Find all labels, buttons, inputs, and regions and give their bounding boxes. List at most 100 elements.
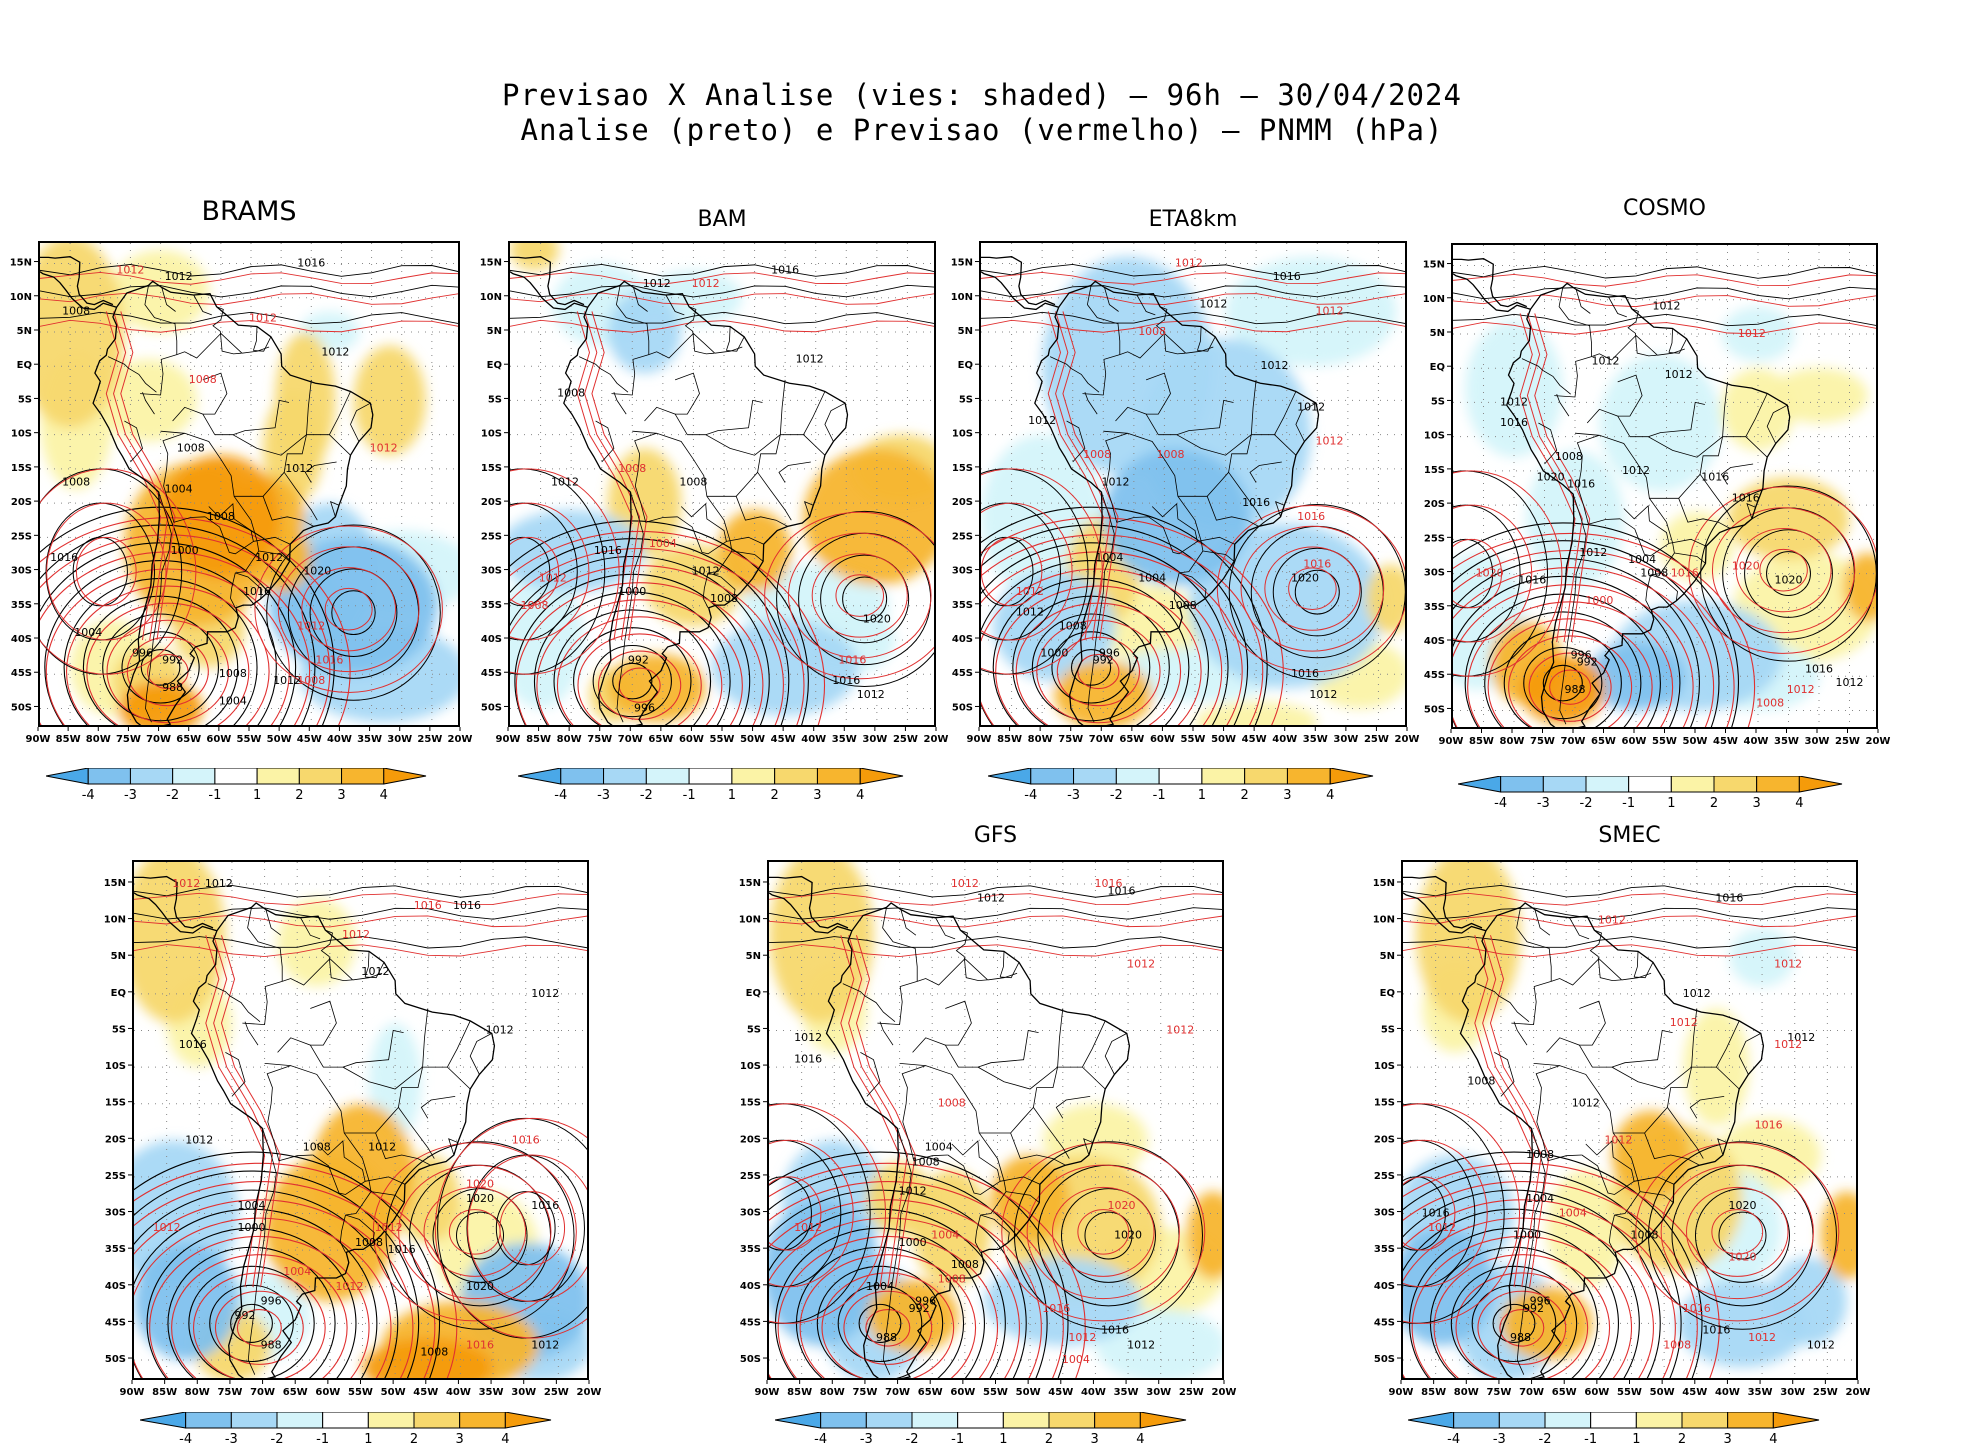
country-border bbox=[1177, 472, 1229, 497]
lon-label: 20W bbox=[1846, 1387, 1871, 1398]
contour-label: 1012 bbox=[1316, 304, 1344, 317]
lat-label: 10N bbox=[1373, 915, 1395, 926]
isobar-analysis bbox=[146, 1227, 357, 1378]
lon-label: 30W bbox=[1333, 734, 1358, 745]
country-border bbox=[1066, 420, 1086, 463]
contour-label: 1020 bbox=[1775, 573, 1803, 586]
colorbar-label: -1 bbox=[1153, 788, 1166, 803]
lat-label: 50S bbox=[1424, 704, 1445, 715]
colorbar-swatch bbox=[688, 768, 733, 785]
contour-label: 1008 bbox=[1083, 448, 1111, 461]
country-border bbox=[731, 550, 764, 562]
lon-label: 20W bbox=[1395, 734, 1420, 745]
colorbar-swatch bbox=[276, 1412, 324, 1429]
isobar-forecast bbox=[1062, 311, 1119, 641]
lon-label: 75W bbox=[587, 734, 612, 745]
country-border bbox=[1634, 962, 1654, 979]
country-border bbox=[161, 287, 176, 312]
lat-label: 45S bbox=[952, 668, 973, 679]
isobar-forecast bbox=[1453, 273, 1876, 287]
contour-label: 1000 bbox=[1040, 647, 1068, 660]
contour-labels: 1012101210121012101210161008101210161016… bbox=[1476, 300, 1864, 710]
isobar-analysis bbox=[72, 536, 128, 607]
lat-label: 15S bbox=[1374, 1098, 1395, 1109]
isobar-forecast bbox=[1688, 486, 1876, 654]
contour-label: 1012 bbox=[1683, 987, 1711, 1000]
lat-label: 30S bbox=[1374, 1208, 1395, 1219]
country-border bbox=[974, 1214, 981, 1253]
isobar-analysis bbox=[134, 884, 587, 898]
isobar-analysis bbox=[385, 1141, 575, 1330]
lon-label: 70W bbox=[618, 734, 643, 745]
isobar-forecast bbox=[277, 546, 420, 673]
lon-label: 45W bbox=[771, 734, 796, 745]
isobar-forecast bbox=[113, 311, 169, 641]
isobar-analysis bbox=[510, 536, 551, 607]
contour-label: 1008 bbox=[1640, 567, 1668, 580]
isobar-forecast bbox=[591, 311, 648, 641]
coast-line bbox=[134, 892, 218, 934]
colorbar-swatch bbox=[185, 1412, 232, 1429]
isobar-analysis bbox=[510, 555, 770, 725]
map-smec: 1016 1012 1012 1012 1012 1012 1012 1008 1012 1016… bbox=[1401, 860, 1858, 1380]
lat-label: 15N bbox=[739, 878, 761, 889]
isobar-analysis bbox=[40, 311, 458, 325]
lon-label: 25W bbox=[417, 734, 442, 745]
lon-label: 80W bbox=[1454, 1387, 1479, 1398]
country-border bbox=[225, 1052, 246, 1097]
isobar-forecast bbox=[510, 502, 590, 641]
lon-label: 35W bbox=[1748, 1387, 1773, 1398]
isobar-forecast bbox=[134, 1199, 414, 1378]
coast-line bbox=[825, 902, 1131, 1378]
colorbar-label: -3 bbox=[225, 1432, 238, 1447]
contour-labels: 1012 1012 1016 1016 1012 1012 1012 1012 1016 1012… bbox=[153, 877, 560, 1359]
isobar-analysis bbox=[40, 264, 458, 277]
isobar-forecast bbox=[1759, 548, 1808, 592]
lon-label: 70W bbox=[1561, 736, 1586, 747]
isobar-analysis bbox=[1453, 540, 1720, 727]
isobar-analysis bbox=[553, 609, 712, 725]
lat-label: 35S bbox=[740, 1244, 761, 1255]
country-border bbox=[266, 1065, 313, 1162]
contour-label: 1016 bbox=[1715, 892, 1743, 905]
isobar-analysis bbox=[1766, 551, 1811, 596]
lat-label: 5S bbox=[488, 394, 502, 405]
colorbar-swatch bbox=[1094, 1412, 1141, 1429]
lon-label: 85W bbox=[1421, 1387, 1446, 1398]
country-border bbox=[253, 326, 258, 351]
isobar-forecast bbox=[510, 536, 560, 607]
lon-label: 55W bbox=[237, 734, 262, 745]
isobar-forecast bbox=[66, 585, 270, 725]
country-border bbox=[448, 1138, 458, 1156]
contour-label: 1012 bbox=[1738, 327, 1766, 340]
lon-label: 50W bbox=[740, 734, 765, 745]
contour-label: 1004 bbox=[219, 695, 247, 708]
colorbar-label: -2 bbox=[1580, 796, 1593, 811]
coast-line bbox=[769, 892, 853, 934]
lon-label: 80W bbox=[185, 1387, 210, 1398]
colorbar-swatch bbox=[87, 768, 131, 785]
contour-labels: 1016101210121012100810121008100810161004… bbox=[520, 263, 890, 714]
country-border bbox=[230, 572, 236, 608]
bias-area bbox=[1599, 354, 1722, 492]
lat-label: 35S bbox=[952, 600, 973, 611]
bias-area bbox=[1225, 256, 1397, 367]
lat-label: EQ bbox=[487, 360, 502, 371]
bias-area bbox=[134, 1140, 239, 1287]
coast-line bbox=[1453, 258, 1528, 308]
country-border bbox=[1082, 332, 1214, 396]
contour-label: 1004 bbox=[74, 626, 102, 639]
lon-label: 85W bbox=[56, 734, 81, 745]
isobar-analysis bbox=[188, 1265, 315, 1378]
isobar-forecast bbox=[995, 585, 1202, 725]
lon-label: 50W bbox=[381, 1387, 406, 1398]
isobar-analysis bbox=[44, 560, 277, 725]
lon-label: 60W bbox=[950, 1387, 975, 1398]
colorbar-label: 1 bbox=[1667, 796, 1675, 811]
title-line-1: Previsao X Analise (vies: shaded) – 96h … bbox=[502, 78, 1462, 112]
isobar-forecast bbox=[40, 292, 458, 306]
colorbar-swatch bbox=[820, 1412, 867, 1429]
panel-title-bam: BAM bbox=[697, 207, 747, 232]
contour-label: 1016 bbox=[1683, 1302, 1711, 1315]
country-border bbox=[945, 1000, 972, 1046]
